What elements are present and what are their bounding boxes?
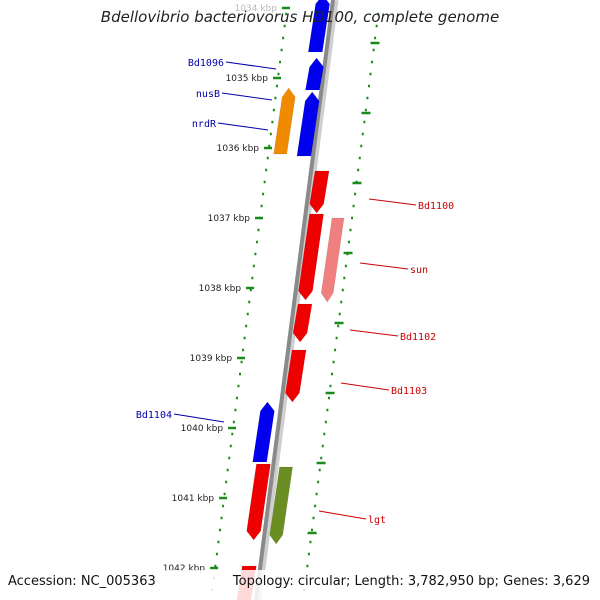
gene-features (236, 0, 345, 600)
map-title: Bdellovibrio bacteriovorus HD100, comple… (100, 8, 500, 26)
scale-label: 1038 kbp (199, 284, 242, 294)
genome-summary-text: Topology: circular; Length: 3,782,950 bp… (232, 574, 590, 589)
inner-tick-track (210, 6, 290, 592)
scale-label: 1035 kbp (226, 74, 269, 84)
genome-backbone (254, 0, 335, 600)
gene-sun-extent (320, 217, 345, 303)
scale-label: 1036 kbp (217, 144, 260, 154)
gene-label-left: Bd1104 (136, 410, 172, 421)
scale-labels: 1034 kbp 1035 kbp 1036 kbp 1037 kbp 1038 kbp… (163, 4, 278, 574)
leader-line (318, 510, 367, 520)
scale-label: 1042 kbp (163, 564, 206, 574)
gene-label-right: lgt (368, 515, 386, 526)
leader-line (340, 382, 390, 391)
gene-label-right: Bd1103 (391, 386, 427, 397)
scale-label: 1041 kbp (172, 494, 215, 504)
gene-label-left: Bd1096 (188, 58, 224, 69)
gene-label-right: Bd1100 (418, 201, 454, 212)
footer-background (0, 570, 600, 600)
leader-line (173, 413, 225, 423)
leader-line (221, 92, 273, 101)
gene-lgt (269, 466, 293, 545)
scale-label: 1040 kbp (181, 424, 224, 434)
gene-bd1103 (285, 349, 307, 403)
gene-nusb (296, 91, 320, 157)
scale-label: 1034 kbp (235, 4, 278, 14)
leader-line (359, 262, 409, 270)
gene-label-right: sun (410, 265, 428, 276)
outer-tick-track (303, 12, 380, 592)
gene-sun (298, 213, 324, 301)
gene-nrdr (273, 87, 296, 155)
leader-line (225, 61, 277, 70)
gene-bd1102 (292, 303, 313, 343)
accession-text: Accession: NC_005363 (8, 574, 156, 589)
scale-label: 1037 kbp (208, 214, 251, 224)
gene-label-left: nrdR (192, 119, 217, 130)
gene-bd1095 (308, 0, 330, 53)
gene-labels: Bd1096 nusB nrdR Bd1104 Bd1100 sun Bd1102 Bd110… (136, 58, 454, 526)
gene-label-right: Bd1102 (400, 332, 436, 343)
gene-bd1096 (305, 57, 324, 91)
gene-label-left: nusB (196, 89, 220, 100)
scale-label: 1039 kbp (190, 354, 233, 364)
gene-lgt-neighbor (246, 463, 271, 541)
leader-line (368, 198, 417, 206)
gene-bd1104 (252, 401, 275, 463)
label-leader-lines (173, 61, 417, 520)
leader-line (349, 329, 399, 337)
leader-line (217, 122, 269, 131)
gene-bd1100 (309, 170, 330, 214)
